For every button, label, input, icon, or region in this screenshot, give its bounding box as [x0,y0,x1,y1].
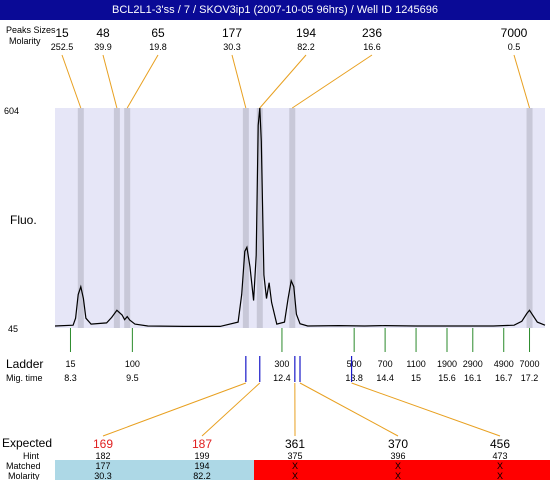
plot-background [55,108,545,328]
expected-leader-line [299,382,399,437]
peak-header-group: 15 252.5 48 39.9 65 19.8 177 30.3 194 82.2 236 16.6… [51,26,528,52]
peak-leader-line [126,54,159,109]
peaks-sizes-label: Peaks Sizes [6,25,56,35]
ladder-mig-time-label: 12.4 [273,373,291,383]
peak-marker-band [113,108,120,328]
hint-value: 375 [287,451,302,461]
ladder-mig-time-label: 9.5 [126,373,139,383]
ladder-mig-time-label: 16.1 [464,373,482,383]
hint-value: 396 [390,451,405,461]
peak-molarity-label: 16.6 [363,42,381,52]
expected-label: Expected [2,436,52,450]
molarity-row-label: Molarity [8,471,40,480]
sample-marks-group [245,356,353,382]
mig-time-label: Mig. time [6,373,43,383]
leader-lines-group [61,54,531,109]
chart-title: BCL2L1-3'ss / 7 / SKOV3ip1 (2007-10-05 9… [0,0,550,20]
peak-size-label: 15 [55,26,69,40]
ladder-mig-time-label: 15.6 [438,373,456,383]
peak-marker-band [124,108,131,328]
ladder-group: 15 8.3 100 9.5 300 12.4 500 13.8 700 14.4 1100 15 19… [64,328,540,383]
ladder-mig-time-label: 8.3 [64,373,77,383]
molarity-value: 30.3 [94,471,112,480]
peak-leader-line [231,54,247,109]
ladder-size-label: 2900 [463,359,483,369]
ladder-size-label: 100 [125,359,140,369]
ladder-size-label: 700 [378,359,393,369]
peak-leader-line [513,54,531,109]
hint-value: 473 [492,451,507,461]
expected-leader-line [102,382,247,437]
ladder-mig-time-label: 14.4 [376,373,394,383]
peak-marker-band [526,108,533,328]
ladder-size-label: 300 [274,359,289,369]
matched-label: Matched [6,461,41,471]
hint-value: 182 [95,451,110,461]
matched-value: X [395,461,401,471]
peak-markers-group [77,108,533,328]
peak-leader-line [102,54,118,109]
peak-molarity-label: 39.9 [94,42,112,52]
peak-molarity-label: 252.5 [51,42,74,52]
ladder-size-label: 15 [65,359,75,369]
expected-leader-line [351,382,501,437]
expected-table-group: 16918217730.318719919482.2361375XX370396… [55,437,550,480]
peak-molarity-label: 82.2 [297,42,315,52]
peak-molarity-label: 30.3 [223,42,241,52]
peak-size-label: 65 [151,26,165,40]
peak-marker-band [256,108,263,328]
ladder-mig-time-label: 13.8 [345,373,363,383]
hint-value: 199 [194,451,209,461]
peak-size-label: 194 [296,26,316,40]
molarity-value: X [497,471,503,480]
matched-band [55,460,254,480]
expected-leader-line [201,382,261,437]
hint-label: Hint [23,451,40,461]
unmatched-band [254,460,550,480]
peak-size-label: 48 [96,26,110,40]
expected-size-value: 456 [490,437,510,451]
ladder-size-label: 1900 [437,359,457,369]
peak-marker-band [77,108,84,328]
y-axis-top-label: 604 [4,106,19,116]
peak-size-label: 236 [362,26,382,40]
matched-value: 177 [95,461,110,471]
fluorescence-trace [54,107,546,327]
expected-size-value: 169 [93,437,113,451]
y-axis-bottom-label: 45 [8,324,18,334]
ladder-mig-time-label: 15 [411,373,421,383]
peak-marker-band [289,108,296,328]
ladder-size-label: 4900 [494,359,514,369]
matched-value: X [497,461,503,471]
peak-leader-line [291,54,373,109]
fluo-axis-label: Fluo. [10,213,37,227]
peak-size-label: 177 [222,26,242,40]
peak-leader-line [61,54,82,109]
ladder-mig-time-label: 16.7 [495,373,513,383]
ladder-mig-time-label: 17.2 [521,373,539,383]
molarity-value: X [395,471,401,480]
peak-molarity-label: 19.8 [149,42,167,52]
matched-value: X [292,461,298,471]
ladder-label: Ladder [6,357,43,371]
ladder-size-label: 1100 [406,359,425,369]
expected-size-value: 361 [285,437,305,451]
expected-size-value: 187 [192,437,212,451]
expected-size-value: 370 [388,437,408,451]
molarity-value: X [292,471,298,480]
ladder-size-label: 500 [347,359,362,369]
peak-size-label: 7000 [501,26,528,40]
matched-value: 194 [194,461,209,471]
molarity-value: 82.2 [193,471,211,480]
expected-lines-group [102,382,501,437]
molarity-header-label: Molarity [9,36,41,46]
peak-marker-band [242,108,249,328]
peak-leader-line [259,54,307,109]
ladder-size-label: 7000 [520,359,540,369]
peak-molarity-label: 0.5 [508,42,521,52]
